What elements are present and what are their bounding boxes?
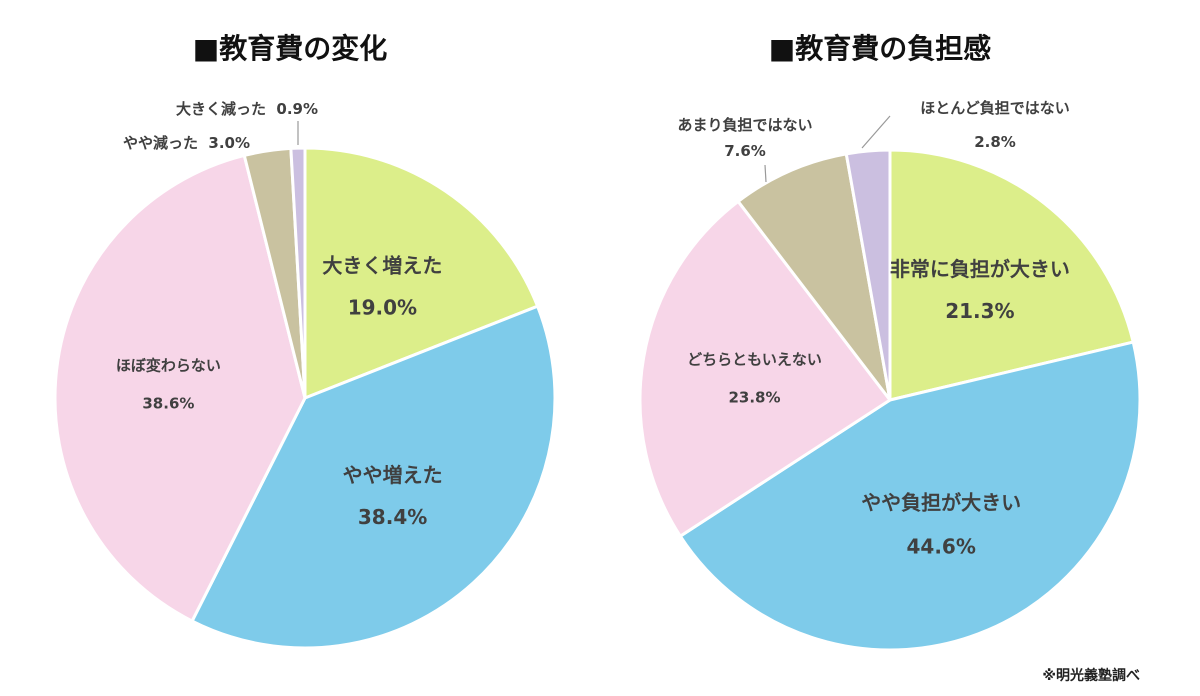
slice-label: やや負担が大きい	[861, 491, 1021, 515]
pie-chart-education-cost-burden: ■教育費の負担感 非常に負担が大きい 21.3% やや負担が大きい 44.6% どちらと…	[638, 32, 1142, 652]
pie-slice	[736, 152, 892, 401]
slice-value-label: 23.8%	[728, 389, 780, 407]
pie-chart-education-cost-change: ■教育費の変化 大きく増えた 19.0% やや増えた 38.4% ほぼ変わらない 38.6…	[53, 32, 557, 650]
slice-label: ほぼ変わらない	[116, 357, 221, 375]
leader-line	[764, 164, 767, 183]
chart-title: ■教育費の変化	[193, 32, 387, 65]
pie-labels: 大きく増えた 19.0% やや増えた 38.4% ほぼ変わらない 38.6% やや減った 3…	[116, 100, 443, 529]
pie-slices	[638, 148, 1142, 652]
slice-value-label: 2.8%	[974, 133, 1016, 151]
slice-value-label: 7.6%	[724, 142, 766, 160]
slice-value-label: 0.9%	[276, 100, 318, 118]
slice-value-label: 38.6%	[142, 395, 194, 413]
slice-label: 大きく増えた	[322, 253, 442, 277]
pie-slice	[678, 340, 1142, 652]
pie-slice	[190, 304, 557, 650]
pie-slice	[289, 146, 307, 399]
source-note: ※明光義塾調べ	[1042, 667, 1140, 684]
slice-label: やや増えた	[343, 463, 443, 487]
slice-label: ほとんど負担ではない	[920, 99, 1070, 117]
pie-slice	[303, 146, 540, 401]
pie-labels: 非常に負担が大きい 21.3% やや負担が大きい 44.6% どちらともいえない 23.8…	[677, 99, 1069, 559]
slice-label: やや減った 3.0%	[123, 134, 250, 152]
slice-label-text: 大きく減った	[176, 100, 276, 118]
pie-slice	[844, 148, 892, 401]
pie-slice	[638, 199, 893, 539]
slice-label: 大きく減った 0.9%	[176, 100, 318, 118]
slice-value-label: 44.6%	[907, 535, 976, 559]
slice-label: 非常に負担が大きい	[890, 257, 1070, 281]
pie-slice	[888, 148, 1136, 402]
pie-slice	[53, 153, 307, 624]
slice-label: あまり負担ではない	[677, 116, 812, 134]
leader-line	[861, 115, 891, 149]
slice-value-label: 19.0%	[348, 295, 417, 319]
slice-value-label: 21.3%	[945, 299, 1014, 323]
chart-title: ■教育費の負担感	[769, 32, 991, 65]
slice-label-text: やや減った	[123, 134, 208, 152]
slice-value-label: 3.0%	[208, 134, 250, 152]
pie-slices	[53, 146, 557, 650]
slice-value-label: 38.4%	[358, 505, 427, 529]
slice-label: どちらともいえない	[687, 351, 822, 369]
